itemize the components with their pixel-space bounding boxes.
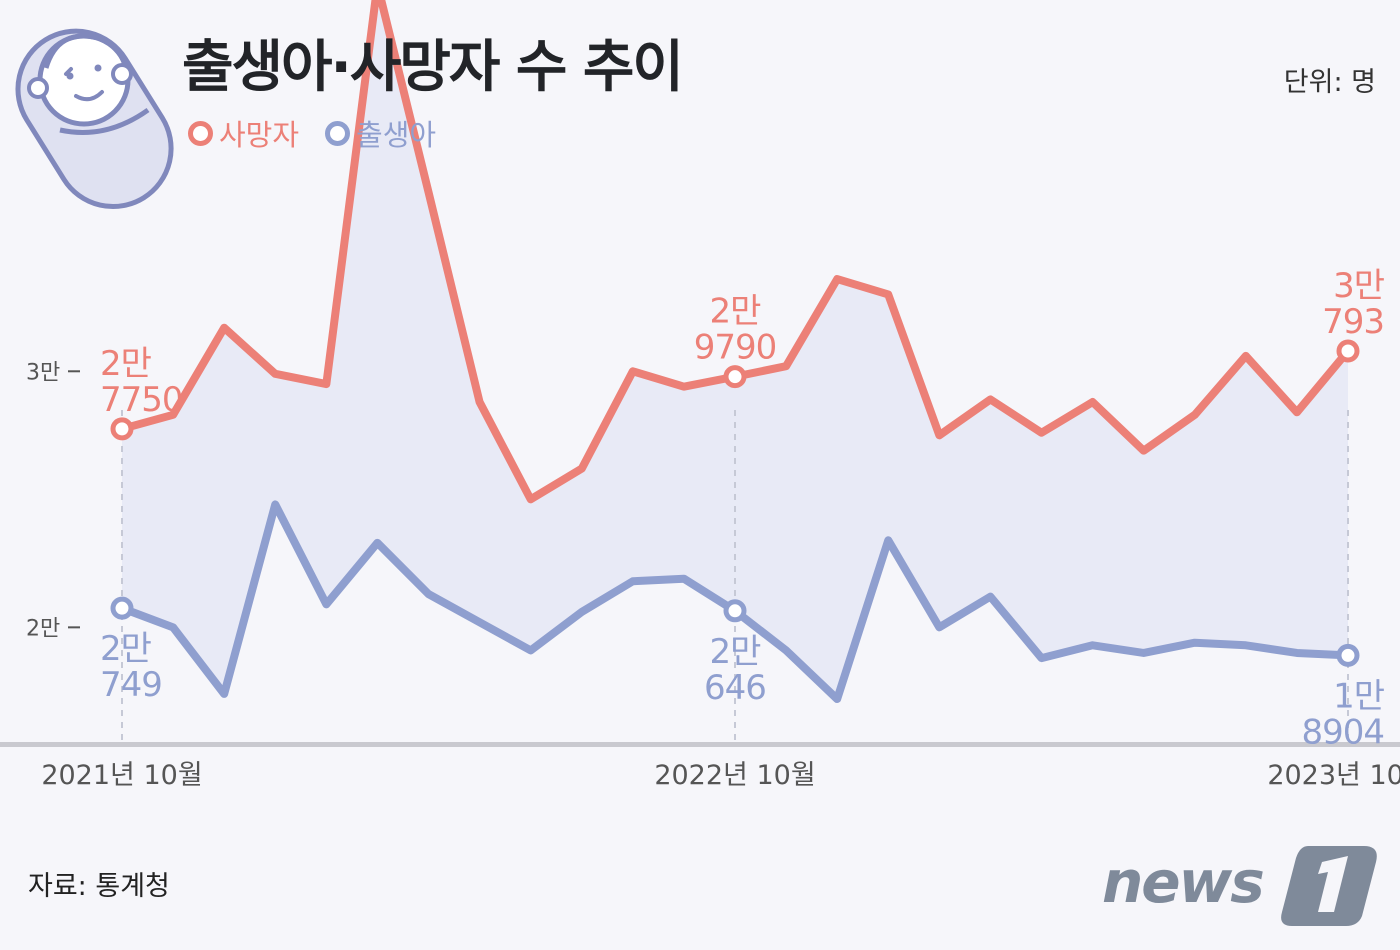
data-marker-1 <box>723 365 747 389</box>
baby-in-blanket-icon <box>15 28 174 210</box>
unit-label: 단위: 명 <box>1283 67 1376 98</box>
news1-logo: news <box>1102 846 1377 926</box>
legend: 사망자 출생아 <box>188 112 436 154</box>
x-tick-label-1: 2022년 10월 <box>654 760 815 791</box>
data-label-0-1: 7750 <box>100 380 183 420</box>
data-marker-0 <box>110 417 134 441</box>
legend-label-deaths: 사망자 <box>219 118 300 152</box>
svg-text:news: news <box>1102 848 1263 916</box>
legend-marker-deaths <box>188 120 213 146</box>
x-tick-label-0: 2021년 10월 <box>41 760 202 791</box>
legend-label-births: 출생아 <box>356 118 437 152</box>
data-label-1-1: 9790 <box>694 328 777 368</box>
data-label-3-0: 2만 <box>100 629 152 669</box>
data-label-2-0: 3만 <box>1333 266 1385 306</box>
data-label-1-0: 2만 <box>710 292 762 332</box>
data-label-3-1: 749 <box>100 665 162 705</box>
data-marker-4 <box>723 599 747 623</box>
data-marker-2 <box>1336 339 1360 363</box>
chart-title: 출생아·사망자 수 추이 <box>182 35 684 100</box>
data-label-0-0: 2만 <box>100 344 152 384</box>
data-label-2-1: 793 <box>1322 302 1384 342</box>
source-label: 자료: 통계청 <box>28 871 170 902</box>
data-label-5-1: 8904 <box>1301 712 1384 752</box>
series-band <box>122 0 1348 700</box>
x-axis-baseline <box>0 742 1400 747</box>
legend-marker-births <box>325 120 351 146</box>
data-label-4-0: 2만 <box>710 632 762 672</box>
data-marker-5 <box>1336 643 1360 667</box>
legend-item-births: 출생아 <box>325 112 436 154</box>
y-tick-label-0: 2만 <box>26 616 60 641</box>
legend-item-deaths: 사망자 <box>188 112 299 154</box>
x-tick-label-2: 2023년 10월 <box>1267 760 1400 791</box>
data-marker-3 <box>110 596 134 620</box>
data-label-5-0: 1만 <box>1333 676 1385 716</box>
y-tick-label-1: 3만 <box>26 360 60 385</box>
data-label-4-1: 646 <box>704 668 766 708</box>
